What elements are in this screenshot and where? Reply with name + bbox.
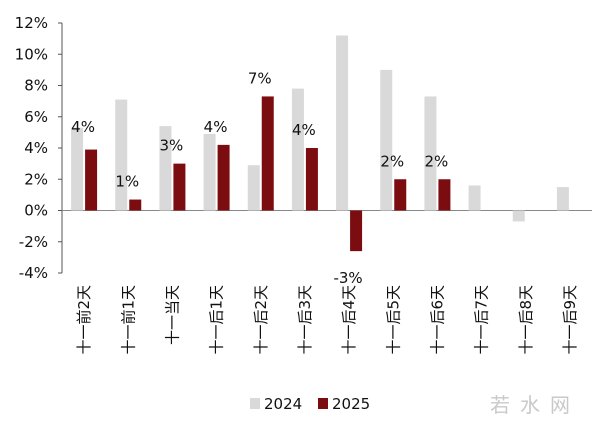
data-label-2025-5: 7% [248,69,272,87]
bar-2024-4 [203,133,216,211]
category-label: 十一后2天 [252,285,270,355]
bar-2025-3 [173,163,186,211]
bar-2025-1 [85,149,98,211]
bar-2024-10 [468,185,481,211]
data-label-2025-8: 2% [380,152,404,170]
bar-2025-2 [129,199,142,211]
bar-2024-6 [291,88,304,211]
y-tick-label: 2% [24,170,48,188]
legend-swatch-2024 [250,398,260,409]
y-tick-label: 6% [24,108,48,126]
y-tick-label: 4% [24,139,48,157]
data-label-2025-6: 4% [292,121,316,139]
category-label: 十一前1天 [119,285,137,355]
bar-2024-7 [336,35,349,211]
bar-2025-5 [261,96,274,211]
y-tick-label: 0% [24,202,48,220]
legend-swatch-2025 [318,398,328,409]
bar-2024-11 [512,210,525,222]
category-label: 十一后3天 [296,285,314,355]
bar-2024-9 [424,96,437,211]
data-label-2025-1: 4% [71,118,95,136]
bar-2024-8 [380,69,393,211]
y-tick-label: 10% [15,45,48,63]
bar-2025-6 [305,148,318,211]
data-labels: 4% 1% 3% 4% 7% 4% -3% 2% 2% [71,69,448,287]
legend: 2024 2025 [250,395,370,413]
category-label: 十一后1天 [208,285,226,355]
bar-2025-9 [438,179,451,211]
category-label: 十一后4天 [340,285,358,355]
bar-2024-1 [71,127,84,211]
data-label-2025-4: 4% [204,118,228,136]
y-tick-label: -2% [19,233,48,251]
bar-2024-2 [115,99,128,211]
data-label-2025-2: 1% [115,173,139,191]
data-label-2025-7: -3% [333,269,362,287]
category-label: 十一后8天 [517,285,535,355]
category-label: 十一后6天 [428,285,446,355]
y-tick-label: 8% [24,77,48,95]
y-tick-label: 12% [15,14,48,32]
bar-2025-8 [394,179,407,211]
data-label-2025-9: 2% [425,152,449,170]
bar-2024-5 [247,165,260,211]
category-label: 十一当天 [163,285,181,345]
category-label: 十一前2天 [75,285,93,355]
bars [71,35,569,252]
y-axis: 12% 10% 8% 6% 4% 2% 0% -2% -4% [15,14,592,282]
category-labels: 十一前2天 十一前1天 十一当天 十一后1天 十一后2天 十一后3天 十一后4天 十一后5天 十… [75,285,579,355]
category-label: 十一后7天 [473,285,491,355]
category-label: 十一后5天 [384,285,402,355]
bar-2024-12 [556,187,569,211]
bar-2025-7 [350,210,363,252]
legend-label-2024: 2024 [264,395,302,413]
bar-2025-4 [217,144,230,211]
legend-label-2025: 2025 [332,395,370,413]
category-label: 十一后9天 [561,285,579,355]
data-label-2025-3: 3% [160,137,184,155]
y-tick-label: -4% [19,264,48,282]
watermark: 若水网 [490,393,580,417]
bar-2024-3 [159,126,172,211]
